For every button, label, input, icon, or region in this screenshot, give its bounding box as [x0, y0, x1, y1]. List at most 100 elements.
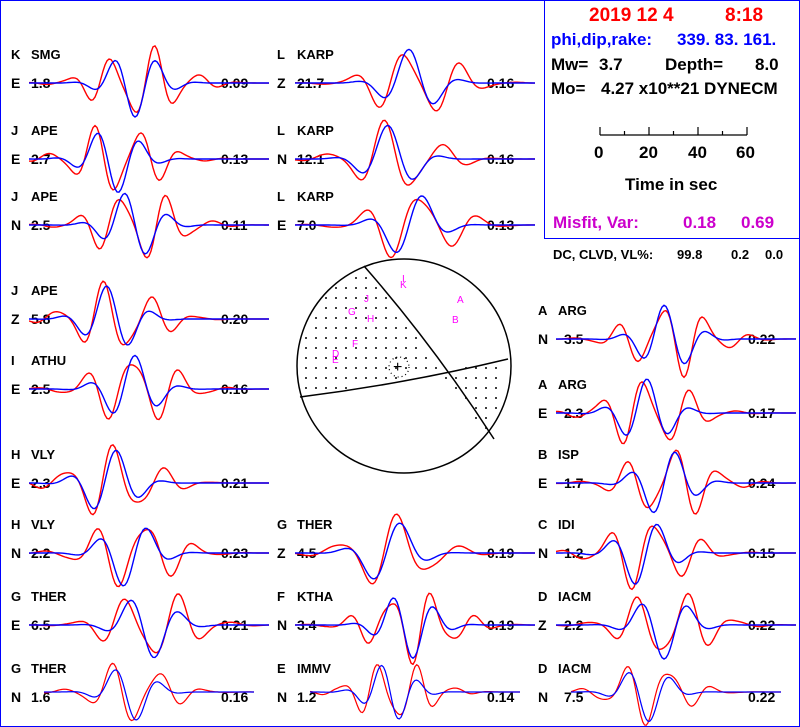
waveform-plot: [44, 662, 254, 722]
waveform-plot: [29, 280, 269, 346]
correlation-label: 0.16: [221, 689, 249, 705]
dilatation-dot: [325, 307, 327, 309]
dilatation-dot: [485, 397, 487, 399]
waveform-panel: F KTHA N 3.4 0.19: [275, 585, 535, 665]
dilatation-dot: [375, 327, 377, 329]
mw-label: Mw=: [551, 55, 589, 74]
station-letter: E: [277, 661, 286, 676]
dilatation-dot: [345, 327, 347, 329]
dilatation-dot: [355, 337, 357, 339]
waveform-plot: [295, 195, 535, 259]
dilatation-dot: [325, 377, 327, 379]
waveform-plot: [309, 663, 520, 720]
station-mark: K: [400, 280, 407, 291]
station-letter: L: [277, 47, 285, 62]
station-mark: D: [332, 349, 339, 360]
observed-trace: [295, 198, 535, 259]
dilatation-dot: [335, 317, 337, 319]
station-letter: J: [11, 283, 19, 298]
dilatation-dot: [325, 337, 327, 339]
dilatation-dot: [495, 367, 497, 369]
dilatation-dot: [395, 347, 397, 349]
dilatation-dot: [335, 287, 337, 289]
dilatation-dot: [355, 277, 357, 279]
station-mark: G: [348, 307, 356, 318]
dilatation-dot: [495, 397, 497, 399]
component-label: Z: [277, 75, 286, 91]
dilatation-dot: [355, 377, 357, 379]
waveform-plot: [29, 527, 269, 588]
dilatation-dot: [345, 317, 347, 319]
waveform-plot: [29, 44, 269, 118]
waveform-plot: [556, 378, 796, 445]
observed-trace: [29, 364, 269, 421]
dilatation-dot: [375, 317, 377, 319]
dilatation-dot: [405, 327, 407, 329]
component-label: E: [11, 617, 21, 633]
waveform-panel: L KARP Z 21.7 0.16: [275, 43, 535, 123]
dilatation-dot: [385, 327, 387, 329]
dilatation-dot: [335, 367, 337, 369]
synthetic-trace: [556, 603, 796, 660]
dilatation-dot: [455, 387, 457, 389]
synthetic-trace: [295, 48, 535, 105]
station-name: APE: [31, 189, 58, 204]
dilatation-dot: [385, 357, 387, 359]
dilatation-dot: [365, 287, 367, 289]
observed-trace: [29, 194, 269, 259]
observed-trace: [309, 663, 520, 716]
dilatation-dot: [415, 367, 417, 369]
synthetic-trace: [29, 132, 269, 193]
station-name: THER: [31, 661, 67, 676]
dilatation-dot: [355, 317, 357, 319]
dilatation-dot: [375, 357, 377, 359]
station-mark: F: [352, 339, 358, 350]
component-label: N: [11, 217, 22, 233]
component-label: N: [538, 545, 549, 561]
station-name: KARP: [297, 123, 334, 138]
observed-trace: [570, 666, 781, 726]
time-tick-label: 20: [639, 143, 658, 162]
station-name: IMMV: [297, 661, 331, 676]
dilatation-dot: [375, 287, 377, 289]
dilatation-dot: [365, 327, 367, 329]
event-date: 2019 12 4: [589, 5, 674, 26]
station-letter: L: [277, 123, 285, 138]
station-letter: G: [277, 517, 288, 532]
component-label: E: [277, 217, 287, 233]
focal-mechanism-beachball: + I K A B J G H F D E: [296, 258, 512, 474]
component-label: E: [538, 475, 548, 491]
observed-trace: [556, 592, 796, 651]
station-name: THER: [31, 589, 67, 604]
station-letter: C: [538, 517, 548, 532]
station-name: IACM: [558, 661, 592, 676]
dilatation-dot: [305, 357, 307, 359]
dilatation-dot: [425, 357, 427, 359]
dilatation-dot: [385, 307, 387, 309]
dilatation-dot: [315, 357, 317, 359]
dilatation-dots: [305, 277, 497, 429]
observed-trace: [29, 44, 269, 113]
time-axis-label: Time in sec: [625, 175, 718, 194]
waveform-plot: [556, 592, 796, 660]
synthetic-trace: [295, 195, 535, 254]
dilatation-dot: [385, 377, 387, 379]
dilatation-dot: [445, 377, 447, 379]
misfit-value: 0.18: [683, 213, 717, 232]
dilatation-dot: [335, 327, 337, 329]
station-name: KARP: [297, 189, 334, 204]
observed-trace: [29, 444, 269, 516]
dilatation-dot: [475, 387, 477, 389]
dilatation-dot: [465, 377, 467, 379]
station-mark: E: [332, 355, 339, 366]
time-scale-bar: [599, 127, 748, 136]
dilatation-dot: [405, 347, 407, 349]
component-label: N: [11, 689, 22, 705]
waveform-panel: B ISP E 1.7 0.24: [536, 443, 796, 523]
waveform-panel: G THER Z 4.5 0.19: [275, 513, 535, 593]
distance-label: 1.2: [297, 689, 317, 705]
vl-value: 0.0: [765, 247, 784, 262]
dilatation-dot: [365, 297, 367, 299]
waveform-panel: I ATHU E 2.5 0.16: [9, 349, 269, 429]
dilatation-dot: [435, 367, 437, 369]
